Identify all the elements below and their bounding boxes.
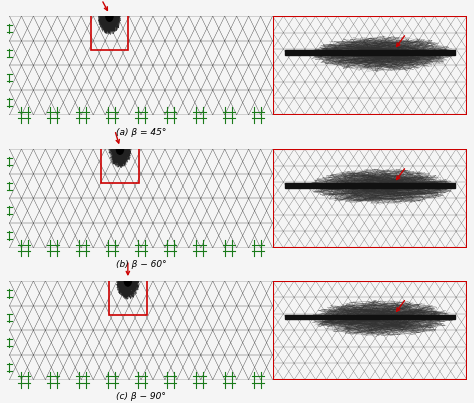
- Ellipse shape: [106, 11, 113, 21]
- Bar: [285, 50, 455, 54]
- Text: (b) β − 60°: (b) β − 60°: [116, 260, 166, 269]
- Bar: [101, 141, 139, 183]
- Bar: [91, 8, 128, 50]
- Bar: [109, 273, 147, 315]
- Text: (a) β = 45°: (a) β = 45°: [116, 128, 166, 137]
- Ellipse shape: [124, 276, 131, 286]
- Ellipse shape: [117, 144, 124, 154]
- Text: (c) β − 90°: (c) β − 90°: [116, 392, 166, 401]
- Bar: [285, 183, 455, 187]
- Bar: [285, 315, 455, 319]
